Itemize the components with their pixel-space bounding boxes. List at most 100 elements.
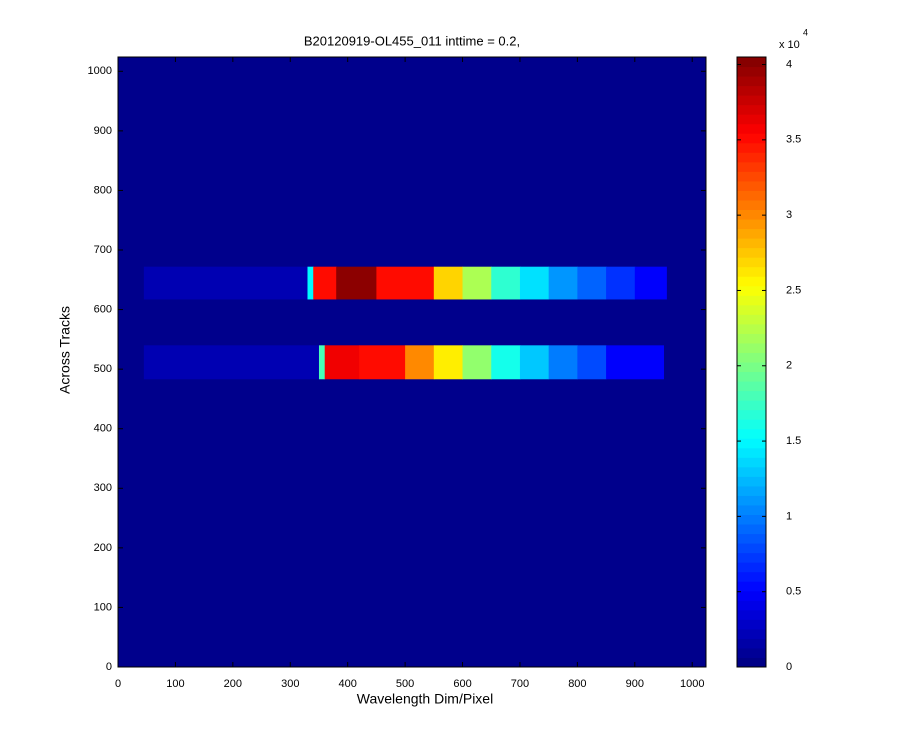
heatmap-cell (519, 345, 550, 380)
colorbar-swatch (737, 371, 766, 382)
colorbar-swatch (737, 657, 766, 668)
colorbar-swatch (737, 514, 766, 525)
x-tick-label: 700 (511, 678, 529, 690)
colorbar-swatch (737, 628, 766, 639)
colorbar-swatch (737, 381, 766, 392)
colorbar-tick-label: 2.5 (786, 284, 801, 296)
heatmap-cell (606, 345, 665, 380)
colorbar-swatch (737, 76, 766, 87)
colorbar-swatch (737, 552, 766, 563)
x-tick-label: 200 (224, 678, 242, 690)
colorbar-swatch (737, 95, 766, 106)
colorbar-tick-label: 2 (786, 360, 792, 372)
colorbar-swatch (737, 638, 766, 649)
colorbar-tick-label: 0.5 (786, 586, 801, 598)
x-tick-label: 0 (115, 678, 121, 690)
colorbar-swatch (737, 66, 766, 77)
y-tick-label: 800 (94, 184, 112, 196)
heatmap-cell (491, 345, 521, 380)
heatmap-cell (143, 266, 308, 300)
y-tick-label: 900 (94, 125, 112, 137)
x-tick-label: 600 (453, 678, 471, 690)
colorbar-swatch (737, 476, 766, 487)
heatmap-cell (462, 266, 492, 300)
colorbar-swatch (737, 466, 766, 477)
colorbar-swatch (737, 266, 766, 277)
heatmap-cell (577, 345, 607, 380)
colorbar-swatch (737, 152, 766, 163)
x-tick-label: 100 (166, 678, 184, 690)
heatmap-cell (143, 345, 320, 380)
colorbar-swatch (737, 581, 766, 592)
colorbar-swatch (737, 219, 766, 230)
colorbar-swatch (737, 352, 766, 363)
colorbar-swatch (737, 619, 766, 630)
colorbar-swatch (737, 304, 766, 315)
colorbar-swatch (737, 400, 766, 411)
colorbar-swatch (737, 543, 766, 554)
x-tick-label: 400 (339, 678, 357, 690)
colorbar-swatch (737, 161, 766, 172)
heatmap-cell (359, 345, 406, 380)
heatmap-cell (606, 266, 636, 300)
heatmap-cell (405, 345, 435, 380)
colorbar-swatch (737, 228, 766, 239)
colorbar-swatch (737, 342, 766, 353)
y-axis-label: Across Tracks (57, 306, 73, 394)
y-tick-label: 700 (94, 244, 112, 256)
x-tick-label: 300 (281, 678, 299, 690)
colorbar-tick-label: 3 (786, 209, 792, 221)
heatmap-cell (376, 266, 435, 300)
colorbar-swatch (737, 190, 766, 201)
colorbar-swatch (737, 209, 766, 220)
y-tick-label: 300 (94, 482, 112, 494)
colorbar-swatch (737, 295, 766, 306)
y-tick-label: 400 (94, 423, 112, 435)
colorbar-swatch (737, 114, 766, 125)
colorbar-swatch (737, 238, 766, 249)
colorbar-swatch (737, 104, 766, 115)
x-tick-label: 800 (568, 678, 586, 690)
colorbar-swatch (737, 123, 766, 134)
y-tick-label: 200 (94, 542, 112, 554)
colorbar-swatch (737, 390, 766, 401)
colorbar-swatch (737, 247, 766, 258)
colorbar-tick-label: 0 (786, 661, 792, 673)
heatmap-cell (313, 266, 337, 300)
x-tick-label: 900 (626, 678, 644, 690)
heatmap-cell (307, 266, 314, 300)
colorbar-swatch (737, 590, 766, 601)
colorbar-swatch (737, 323, 766, 334)
heatmap-cell (433, 266, 464, 300)
colorbar-swatch (737, 533, 766, 544)
colorbar-swatch (737, 447, 766, 458)
colorbar-swatch (737, 314, 766, 325)
colorbar-swatch (737, 276, 766, 287)
heatmap-cell (548, 345, 578, 380)
colorbar-swatch (737, 524, 766, 535)
colorbar-swatch (737, 57, 766, 68)
colorbar-swatch (737, 600, 766, 611)
heatmap-cell (336, 266, 377, 300)
colorbar-swatch (737, 409, 766, 420)
colorbar-box (736, 56, 767, 668)
x-tick-label: 500 (396, 678, 414, 690)
colorbar-swatch (737, 647, 766, 658)
colorbar-swatch (737, 257, 766, 268)
colorbar-swatch (737, 285, 766, 296)
axes-box (117, 56, 707, 668)
colorbar-swatch (737, 199, 766, 210)
y-tick-label: 500 (94, 363, 112, 375)
colorbar-tick-label: 1 (786, 510, 792, 522)
colorbar-swatch (737, 133, 766, 144)
colorbar-multiplier: x 10 (779, 39, 800, 51)
colorbar-swatch (737, 504, 766, 515)
colorbar-tick-label: 4 (786, 58, 792, 70)
colorbar-swatch (737, 142, 766, 153)
heatmap-cell (462, 345, 492, 380)
colorbar-swatch (737, 609, 766, 620)
colorbar-exponent: 4 (803, 27, 808, 37)
colorbar-swatch (737, 428, 766, 439)
colorbar-swatch (737, 171, 766, 182)
